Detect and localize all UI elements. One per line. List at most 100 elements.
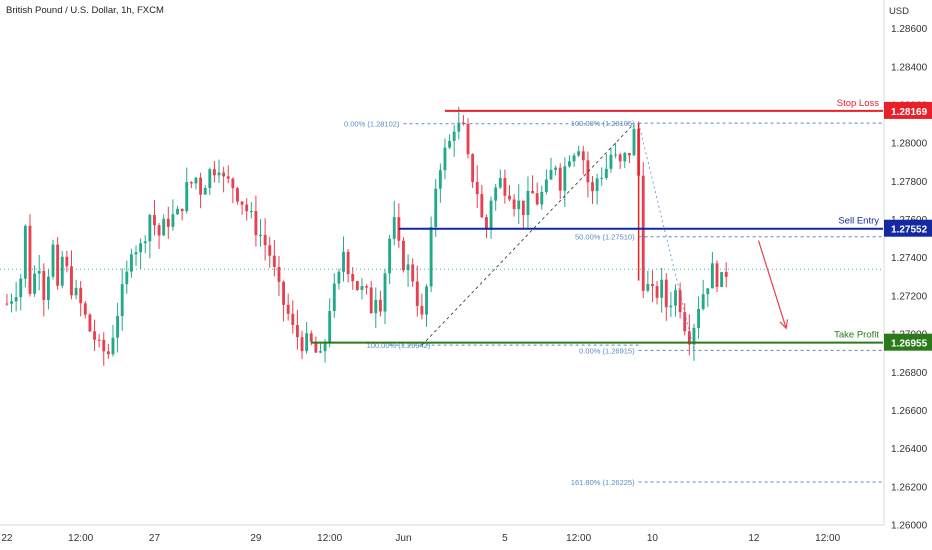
candle-body xyxy=(609,154,613,169)
fib-label: 161.80% (1.26225) xyxy=(571,478,635,487)
candle-body xyxy=(217,172,221,176)
candle-body xyxy=(549,169,553,180)
candle-body xyxy=(272,255,276,267)
price-tick-label: 1.26800 xyxy=(891,368,928,379)
candle-body xyxy=(106,351,110,355)
candle-body xyxy=(535,193,539,205)
candle-body xyxy=(56,244,60,286)
candle-body xyxy=(351,274,355,282)
candle-body xyxy=(65,256,69,267)
candle-body xyxy=(14,297,18,302)
time-axis[interactable]: 22 12:00 27 29 12:00 Jun 5 12:00 10 12 12:00 xyxy=(0,524,884,544)
candle-body xyxy=(558,167,562,191)
time-tick-label: 22 xyxy=(1,533,13,544)
candle-body xyxy=(309,333,313,342)
candle-body xyxy=(683,312,687,332)
candle-body xyxy=(10,301,13,304)
candle-body xyxy=(475,181,479,195)
fib-label: 50.00% (1.27510) xyxy=(575,233,635,242)
candle-body xyxy=(245,204,249,212)
candle-body xyxy=(263,234,267,246)
candle-body xyxy=(369,287,373,314)
candle-body xyxy=(568,161,571,167)
candle-body xyxy=(166,218,170,227)
candle-body xyxy=(577,151,581,156)
candle-body xyxy=(494,187,498,201)
candle-body xyxy=(591,182,594,192)
candle-body xyxy=(632,128,636,156)
candle-body xyxy=(194,177,198,184)
candle-body xyxy=(485,217,488,230)
candle-body xyxy=(97,339,101,341)
fib-label: 100.00% (1.26942) xyxy=(367,341,431,350)
candle-body xyxy=(139,243,143,253)
candle-body xyxy=(512,199,516,210)
candle-body xyxy=(715,263,719,287)
take-profit-tag xyxy=(884,333,932,351)
candle-body xyxy=(724,272,728,277)
candle-body xyxy=(222,172,226,177)
candle-body xyxy=(406,264,410,271)
candle-body xyxy=(517,200,521,210)
candle-body xyxy=(692,327,696,345)
candle-body xyxy=(563,166,567,191)
price-tick-label: 1.28400 xyxy=(891,62,928,73)
candle-body xyxy=(651,284,654,287)
candle-body xyxy=(337,271,341,284)
time-tick-label: 27 xyxy=(149,533,161,544)
time-tick-label: 5 xyxy=(502,533,508,544)
candle-body xyxy=(282,281,286,305)
time-tick-label: 12:00 xyxy=(566,533,591,544)
candle-body xyxy=(102,339,106,352)
currency-label[interactable]: USD xyxy=(888,6,909,17)
candle-body xyxy=(295,325,299,338)
candle-body xyxy=(420,305,424,315)
candle-body xyxy=(153,215,156,226)
candle-body xyxy=(365,286,369,288)
candle-body xyxy=(540,191,544,205)
candle-body xyxy=(706,288,710,295)
price-tick-label: 1.28600 xyxy=(891,24,928,35)
candle-body xyxy=(466,124,470,155)
candle-body xyxy=(148,215,152,242)
candle-body xyxy=(342,251,345,272)
candle-body xyxy=(259,234,262,236)
candle-body xyxy=(203,188,207,195)
candle-body xyxy=(586,160,590,183)
candle-body xyxy=(42,270,46,301)
candle-body xyxy=(286,304,290,314)
candle-body xyxy=(452,131,456,141)
candle-body xyxy=(448,140,451,148)
stop-loss-label: Stop Loss xyxy=(837,98,879,109)
price-tick-label: 1.26200 xyxy=(891,482,928,493)
fibonacci-layer: 0.00% (1.28102) 100.00% (1.26942) 100.00% … xyxy=(0,119,883,487)
price-tick-label: 1.27200 xyxy=(891,291,928,302)
candle-body xyxy=(37,270,41,274)
candle-body xyxy=(710,263,714,289)
candle-body xyxy=(116,316,120,338)
time-tick-label: 12 xyxy=(748,533,760,544)
take-profit-tag-label: 1.26955 xyxy=(891,339,928,350)
candle-body xyxy=(74,287,78,296)
candle-body xyxy=(60,256,64,286)
candle-body xyxy=(5,303,9,305)
candle-body xyxy=(328,311,332,343)
candle-body xyxy=(697,309,700,328)
price-tick-label: 1.27800 xyxy=(891,177,928,188)
trade-levels-layer: Stop Loss Sell Entry Take Profit xyxy=(311,98,883,344)
symbol-title[interactable]: British Pound / U.S. Dollar, 1h, FXCM xyxy=(6,5,164,16)
fib-trendline xyxy=(638,123,695,351)
candle-body xyxy=(212,169,216,176)
candle-body xyxy=(33,273,37,294)
time-tick-label: 12:00 xyxy=(68,533,93,544)
candle-body xyxy=(480,194,484,218)
candle-body xyxy=(664,279,668,308)
candles-layer xyxy=(5,106,728,366)
candle-body xyxy=(129,254,133,272)
candle-body xyxy=(120,284,124,317)
candle-body xyxy=(332,283,336,312)
candle-body xyxy=(277,266,281,282)
price-axis[interactable]: 1.286001.284001.282001.280001.278001.276… xyxy=(883,0,932,532)
